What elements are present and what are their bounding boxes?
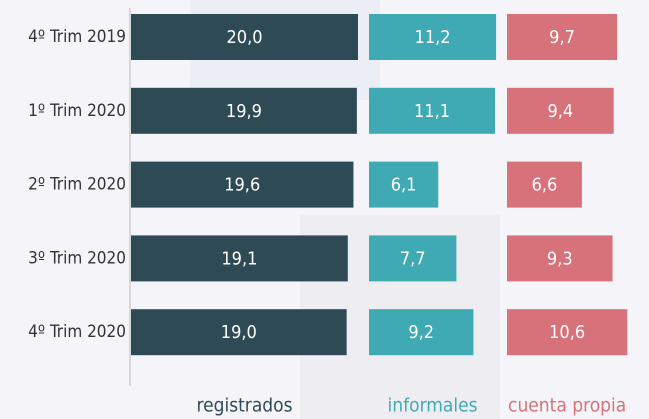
legend-label: informales	[388, 395, 478, 417]
bar	[369, 87, 495, 134]
bar	[131, 309, 347, 356]
value-label: 6,6	[532, 175, 558, 196]
value-label: 11,2	[415, 27, 451, 48]
value-label: 6,1	[391, 175, 417, 196]
y-tick-label: 2º Trim 2020	[28, 175, 126, 195]
bar	[131, 14, 358, 60]
y-tick-label: 4º Trim 2019	[28, 27, 126, 47]
value-label: 19,1	[221, 248, 257, 269]
value-label: 20,0	[226, 27, 262, 48]
bar	[131, 87, 357, 134]
value-label: 7,7	[400, 248, 426, 269]
value-label: 11,1	[414, 101, 450, 122]
bar	[507, 87, 614, 134]
bar	[369, 14, 497, 60]
bar	[131, 235, 348, 282]
bar	[369, 235, 457, 282]
bar	[507, 14, 618, 60]
value-label: 9,4	[547, 101, 573, 122]
y-tick-label: 1º Trim 2020	[28, 101, 126, 121]
bar	[507, 235, 613, 282]
y-tick-label: 3º Trim 2020	[28, 248, 126, 268]
value-label: 9,3	[547, 248, 573, 269]
bar	[507, 309, 628, 356]
value-label: 10,6	[549, 322, 585, 343]
value-label: 19,9	[226, 101, 262, 122]
y-tick-label: 4º Trim 2020	[28, 322, 126, 342]
legend-label: cuenta propia	[508, 395, 626, 417]
bar	[131, 161, 354, 208]
value-label: 19,0	[221, 322, 257, 343]
bar	[507, 161, 582, 208]
value-label: 19,6	[224, 175, 260, 196]
value-label: 9,2	[408, 322, 434, 343]
legend-label: registrados	[196, 395, 292, 417]
bar	[369, 309, 474, 356]
value-label: 9,7	[549, 27, 575, 48]
bar	[369, 161, 439, 208]
